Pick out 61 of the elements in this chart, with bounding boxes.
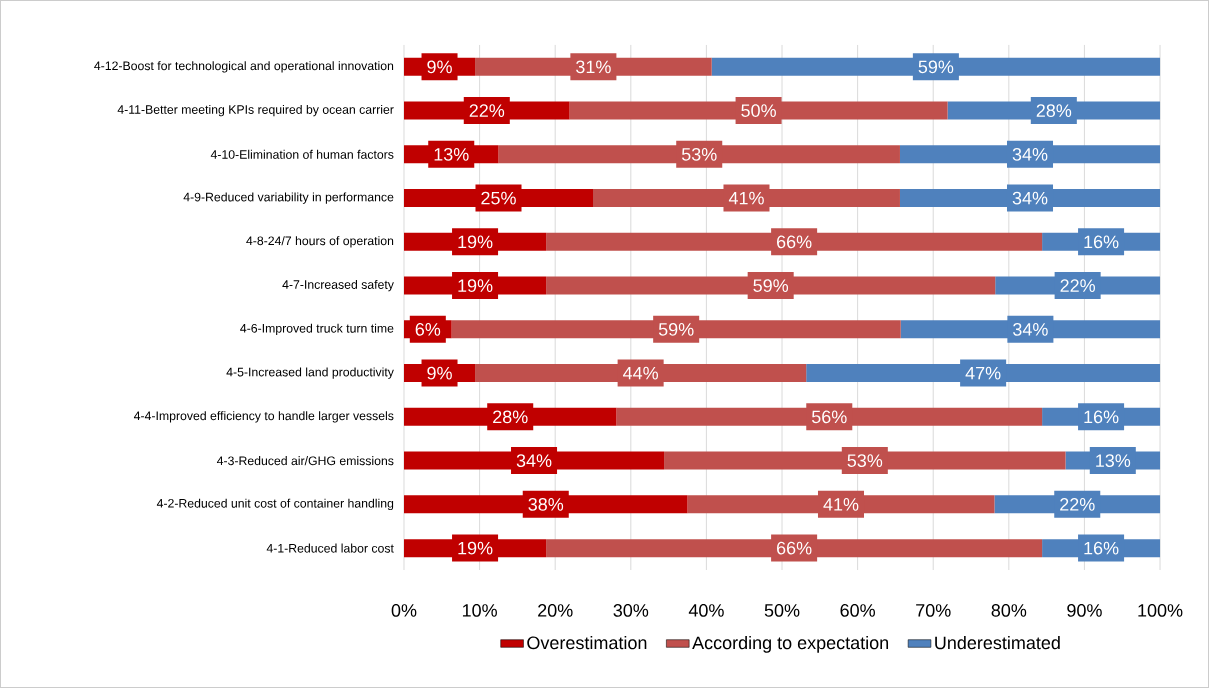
legend-label: Overestimation [527,636,647,650]
x-tick-label: 60% [840,604,875,617]
data-label: 34% [1013,323,1048,336]
data-label: 19% [458,279,493,292]
data-label: 38% [528,498,564,511]
data-label: 56% [811,410,847,424]
x-tick-label: 70% [916,604,951,617]
data-label: 19% [458,235,493,249]
data-label: 44% [623,366,659,380]
data-label: 25% [481,191,516,205]
y-tick-label: 4-3-Reduced air/GHG emissions [216,456,394,466]
data-label: 16% [1084,541,1119,555]
y-tick-label: 4-10-Elimination of human factors [210,149,394,159]
data-label: 16% [1084,410,1119,424]
data-label: 22% [1060,498,1095,511]
data-label: 41% [728,191,764,205]
legend-label: According to expectation [692,636,889,653]
y-tick-label: 4-1-Reduced labor cost [266,543,394,553]
x-tick-label: 30% [613,604,649,617]
x-tick-label: 0% [391,604,417,617]
data-label: 59% [918,60,954,74]
data-label: 22% [1060,279,1096,292]
data-label: 28% [493,410,528,424]
data-label: 50% [741,104,776,117]
data-label: 34% [516,454,552,467]
x-tick-label: 50% [764,604,800,617]
data-label: 34% [1012,191,1048,205]
y-tick-label: 4-12-Boost for technological and operational innovation [94,61,394,73]
y-tick-label: 4-2-Reduced unit cost of container handling [156,498,394,511]
x-tick-label: 40% [688,604,724,617]
data-label: 16% [1084,235,1119,249]
data-label: 19% [458,541,493,555]
data-label: 9% [427,366,452,380]
data-label: 41% [823,498,859,511]
data-label: 47% [965,366,1001,380]
y-tick-label: 4-9-Reduced variability in performance [183,192,394,204]
x-tick-label: 90% [1067,604,1102,617]
data-label: 31% [576,60,611,74]
data-label: 22% [469,104,505,117]
data-label: 59% [753,279,789,292]
data-label: 53% [847,454,883,467]
legend-label: Underestimated [935,636,1060,650]
y-tick-label: 4-8-24/7 hours of operation [246,236,394,248]
x-tick-label: 100% [1138,604,1183,617]
x-tick-label: 80% [991,604,1027,617]
y-tick-label: 4-6-Improved truck turn time [240,323,394,336]
data-label: 66% [777,541,812,555]
data-label: 9% [427,60,452,74]
x-tick-label: 10% [462,604,497,617]
data-label: 66% [777,235,812,249]
y-tick-label: 4-4-Improved efficiency to handle larger vessels [133,411,394,423]
data-label: 13% [434,147,469,161]
x-tick-label: 20% [538,604,573,617]
data-label: 53% [681,147,717,161]
y-tick-label: 4-11-Better meeting KPIs required by ocean carrier [117,104,394,117]
data-label: 59% [658,323,694,336]
y-tick-label: 4-5-Increased land productivity [226,367,394,379]
data-label: 34% [1012,147,1048,161]
y-tick-label: 4-7-Increased safety [282,279,394,292]
data-label: 13% [1096,454,1131,467]
data-label: 28% [1036,104,1072,117]
